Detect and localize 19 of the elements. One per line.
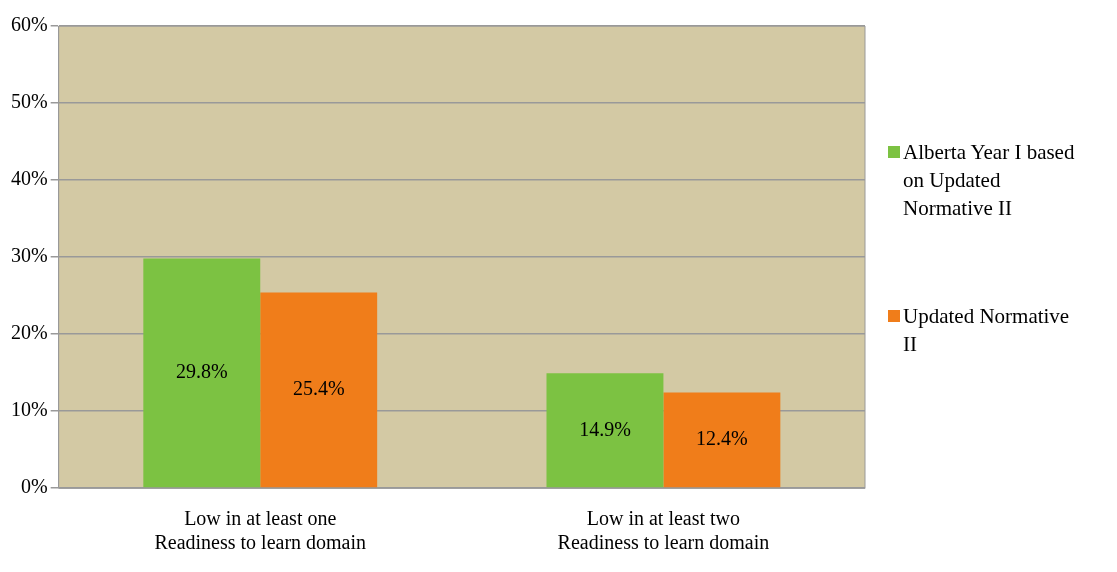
bar — [546, 373, 664, 488]
data-label: 25.4% — [292, 377, 345, 400]
legend-label: Updated Normative II — [903, 303, 1071, 358]
y-tick-label: 0% — [20, 475, 48, 498]
legend-label: Alberta Year I based on Updated Normative II — [903, 139, 1076, 222]
x-tick-label: Low in at least one Readiness to learn domain — [154, 507, 367, 554]
y-tick-label: 40% — [10, 167, 48, 190]
y-tick-label: 60% — [10, 13, 48, 36]
bar — [260, 292, 378, 488]
bar — [143, 258, 261, 488]
bar — [663, 392, 781, 488]
y-tick-label: 10% — [10, 398, 48, 421]
y-tick-label: 30% — [10, 244, 48, 267]
data-label: 12.4% — [696, 427, 748, 450]
data-label: 14.9% — [579, 417, 631, 440]
y-tick-label: 20% — [10, 321, 48, 344]
x-tick-label: Low in at least two Readiness to learn domain — [557, 507, 770, 554]
data-label: 29.8% — [175, 360, 228, 383]
y-tick-label: 50% — [10, 90, 48, 113]
